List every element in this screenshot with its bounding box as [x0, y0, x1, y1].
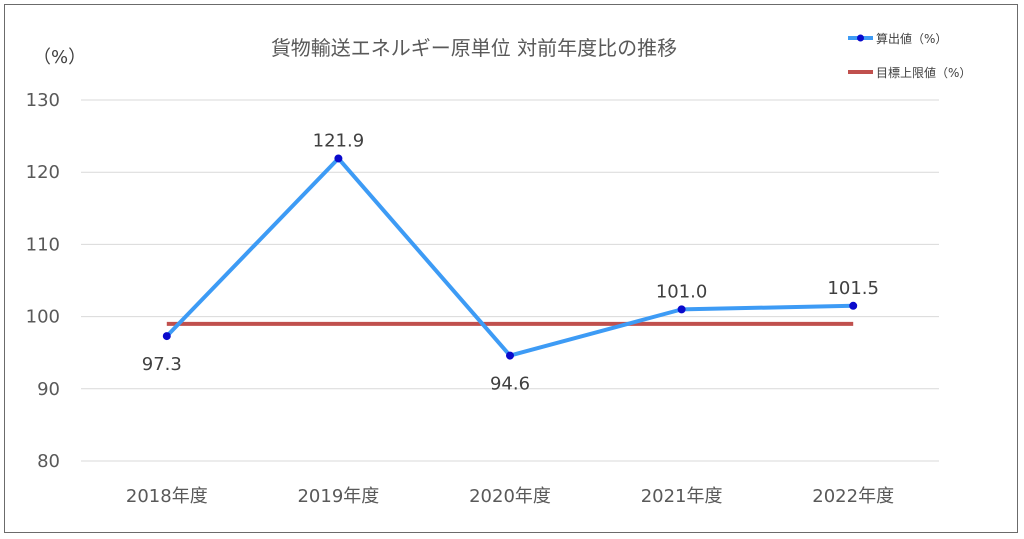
data-label: 121.9 [313, 130, 365, 151]
y-tick-label: 100 [26, 307, 60, 328]
y-tick-label: 130 [26, 90, 60, 111]
legend-item-target-upper: 目標上限値（%） [848, 65, 971, 80]
y-tick-label: 80 [37, 451, 60, 472]
x-category-label: 2018年度 [126, 486, 208, 507]
data-label: 94.6 [490, 374, 530, 395]
legend-calculated-marker [857, 34, 864, 42]
series-line-calculated [165, 156, 854, 358]
y-tick-label: 110 [26, 234, 60, 255]
chart-frame: 貨物輸送エネルギー原単位 対前年度比の推移 （%） 130 120 110 100 90… [4, 4, 1018, 533]
data-point [162, 332, 171, 341]
data-point [677, 305, 686, 314]
y-tick-label: 90 [37, 379, 60, 400]
legend-target-label: 目標上限値（%） [876, 65, 971, 80]
x-category-label: 2022年度 [812, 486, 894, 507]
x-category-label: 2019年度 [297, 486, 379, 507]
data-point [506, 351, 514, 360]
data-point [849, 301, 858, 310]
line-chart: 貨物輸送エネルギー原単位 対前年度比の推移 （%） 130 120 110 100 90… [26, 31, 972, 507]
y-axis-unit-label: （%） [33, 47, 86, 68]
x-category-label: 2021年度 [641, 486, 723, 507]
y-tick-label: 120 [26, 162, 60, 183]
y-axis-ticks: 130 120 110 100 90 80 [26, 90, 60, 472]
data-label: 101.5 [827, 278, 879, 299]
gridlines [81, 99, 939, 462]
x-category-label: 2020年度 [469, 486, 551, 507]
data-point [334, 154, 343, 163]
legend-calculated-label: 算出値（%） [876, 31, 947, 46]
chart-title: 貨物輸送エネルギー原単位 対前年度比の推移 [271, 36, 677, 60]
legend: 算出値（%） 目標上限値（%） [848, 31, 971, 80]
x-axis-categories: 2018年度 2019年度 2020年度 2021年度 2022年度 [126, 486, 894, 507]
series-layer: 97.3 121.9 94.6 101.0 101.5 [142, 130, 879, 394]
legend-item-calculated: 算出値（%） [848, 31, 947, 46]
data-label: 97.3 [142, 354, 182, 375]
data-label: 101.0 [656, 281, 708, 302]
